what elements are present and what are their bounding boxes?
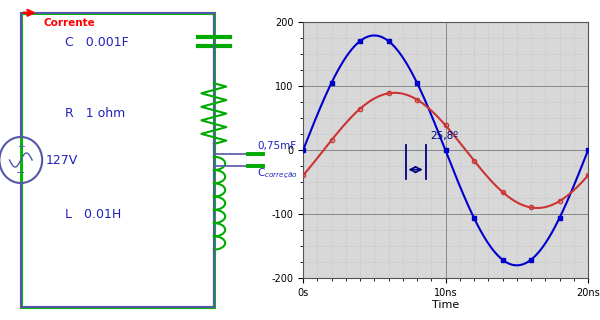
- Text: R   1 ohm: R 1 ohm: [65, 107, 125, 120]
- Text: 127V: 127V: [46, 154, 78, 166]
- Text: L   0.01H: L 0.01H: [65, 208, 122, 220]
- X-axis label: Time: Time: [432, 300, 459, 309]
- Text: C   0.001F: C 0.001F: [65, 36, 129, 49]
- Text: +: +: [17, 141, 25, 152]
- Bar: [21, 13, 214, 307]
- Text: 0,75mF: 0,75mF: [257, 140, 296, 151]
- Text: $\mathregular{C}_{correção}$: $\mathregular{C}_{correção}$: [257, 166, 298, 180]
- Text: 25,8º: 25,8º: [430, 131, 458, 141]
- Text: Corrente: Corrente: [43, 18, 95, 28]
- Text: −: −: [16, 168, 25, 179]
